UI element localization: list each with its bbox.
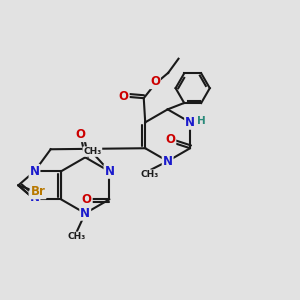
Text: Br: Br xyxy=(31,185,46,198)
Text: N: N xyxy=(104,165,114,178)
Text: N: N xyxy=(163,155,173,168)
Text: O: O xyxy=(119,90,129,103)
Text: O: O xyxy=(76,128,86,141)
Text: O: O xyxy=(82,193,92,206)
Text: H: H xyxy=(196,116,205,126)
Text: CH₃: CH₃ xyxy=(141,170,159,179)
Text: CH₃: CH₃ xyxy=(83,147,101,156)
Text: O: O xyxy=(165,133,176,146)
Text: N: N xyxy=(29,191,40,204)
Text: N: N xyxy=(185,116,195,129)
Text: N: N xyxy=(80,207,90,220)
Text: O: O xyxy=(150,75,160,88)
Text: CH₃: CH₃ xyxy=(67,232,86,242)
Text: N: N xyxy=(29,165,40,178)
